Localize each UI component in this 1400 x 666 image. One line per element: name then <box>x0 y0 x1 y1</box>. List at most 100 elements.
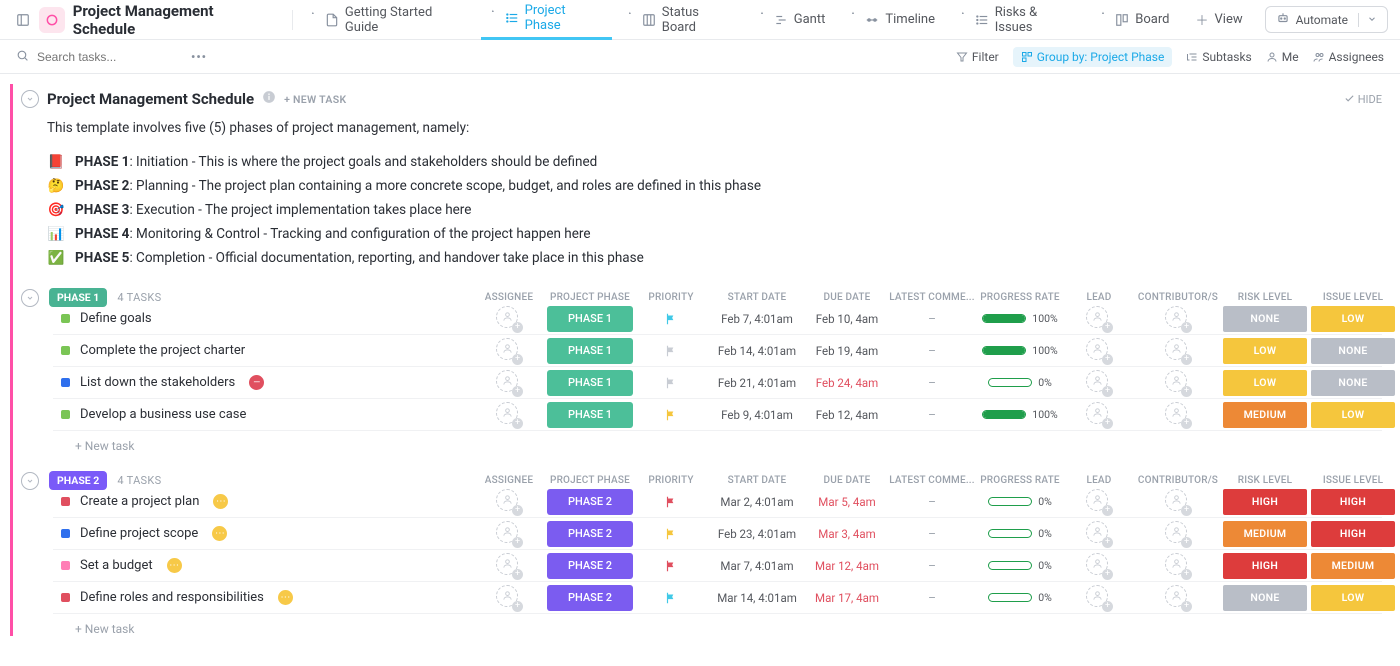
priority-cell[interactable] <box>635 591 707 605</box>
search-input[interactable] <box>37 50 177 64</box>
task-row[interactable]: Develop a business use case+PHASE 1Feb 9… <box>53 399 1382 431</box>
contributors-cell[interactable]: + <box>1135 402 1221 428</box>
assignee-cell[interactable]: + <box>473 553 545 579</box>
status-square-icon[interactable] <box>61 410 70 419</box>
due-date-cell[interactable]: Mar 12, 4am <box>807 559 887 573</box>
column-header[interactable]: ASSIGNEE <box>473 475 545 486</box>
column-header[interactable]: PROJECT PHASE <box>545 475 635 486</box>
column-header[interactable]: PROGRESS RATE <box>977 475 1063 486</box>
view-tab-project-phase[interactable]: Project Phase <box>481 0 612 40</box>
hide-button[interactable]: HIDE <box>1344 93 1382 106</box>
lead-cell[interactable]: + <box>1063 521 1135 547</box>
column-header[interactable]: LEAD <box>1063 292 1135 303</box>
status-square-icon[interactable] <box>61 529 70 538</box>
task-row[interactable]: Complete the project charter+PHASE 1Feb … <box>53 335 1382 367</box>
contributors-cell[interactable]: + <box>1135 338 1221 364</box>
assignee-picker[interactable]: + <box>1165 553 1191 579</box>
start-date-cell[interactable]: Feb 21, 4:01am <box>707 376 807 390</box>
filter-button[interactable]: Filter <box>956 50 999 64</box>
assignee-cell[interactable]: + <box>473 338 545 364</box>
column-header[interactable]: PROJECT PHASE <box>545 292 635 303</box>
me-button[interactable]: Me <box>1266 50 1299 64</box>
assignee-picker[interactable]: + <box>496 338 522 364</box>
comment-cell[interactable]: – <box>887 408 977 422</box>
assignee-picker[interactable]: + <box>1086 521 1112 547</box>
assignee-picker[interactable]: + <box>1086 585 1112 611</box>
status-square-icon[interactable] <box>61 561 70 570</box>
assignee-picker[interactable]: + <box>1086 402 1112 428</box>
assignee-picker[interactable]: + <box>1086 306 1112 332</box>
phase-cell[interactable]: PHASE 2 <box>545 553 635 579</box>
assignee-picker[interactable]: + <box>1165 402 1191 428</box>
risk-cell[interactable]: MEDIUM <box>1221 521 1309 547</box>
chevron-down-icon[interactable] <box>1358 13 1377 27</box>
column-header[interactable]: LEAD <box>1063 475 1135 486</box>
column-header[interactable]: ISSUE LEVEL <box>1309 475 1397 486</box>
due-date-cell[interactable]: Mar 5, 4am <box>807 495 887 509</box>
comment-cell[interactable]: – <box>887 559 977 573</box>
priority-cell[interactable] <box>635 559 707 573</box>
comment-cell[interactable]: – <box>887 495 977 509</box>
project-title[interactable]: Project Management Schedule <box>73 2 275 38</box>
phase-cell[interactable]: PHASE 2 <box>545 489 635 515</box>
column-header[interactable]: START DATE <box>707 475 807 486</box>
phase-badge[interactable]: PHASE 1 <box>49 288 107 307</box>
due-date-cell[interactable]: Mar 3, 4am <box>807 527 887 541</box>
priority-cell[interactable] <box>635 344 707 358</box>
priority-cell[interactable] <box>635 376 707 390</box>
risk-cell[interactable]: MEDIUM <box>1221 402 1309 428</box>
progress-cell[interactable]: 0% <box>977 559 1063 572</box>
progress-cell[interactable]: 100% <box>977 312 1063 325</box>
contributors-cell[interactable]: + <box>1135 521 1221 547</box>
assignee-picker[interactable]: + <box>1086 553 1112 579</box>
comment-cell[interactable]: – <box>887 312 977 326</box>
view-tab-getting-started-guide[interactable]: Getting Started Guide <box>301 0 475 40</box>
column-header[interactable]: ASSIGNEE <box>473 292 545 303</box>
status-square-icon[interactable] <box>61 314 70 323</box>
start-date-cell[interactable]: Mar 14, 4:01am <box>707 591 807 605</box>
assignee-cell[interactable]: + <box>473 521 545 547</box>
column-header[interactable]: PRIORITY <box>635 292 707 303</box>
assignee-cell[interactable]: + <box>473 402 545 428</box>
priority-cell[interactable] <box>635 312 707 326</box>
column-header[interactable]: RISK LEVEL <box>1221 475 1309 486</box>
task-name-cell[interactable]: List down the stakeholders— <box>53 375 473 390</box>
task-name-cell[interactable]: Develop a business use case <box>53 407 473 422</box>
due-date-cell[interactable]: Feb 19, 4am <box>807 344 887 358</box>
assignee-picker[interactable]: + <box>1165 521 1191 547</box>
assignee-cell[interactable]: + <box>473 489 545 515</box>
lead-cell[interactable]: + <box>1063 306 1135 332</box>
assignee-picker[interactable]: + <box>1165 585 1191 611</box>
groupby-pill[interactable]: Group by: Project Phase <box>1013 47 1173 67</box>
phase-cell[interactable]: PHASE 2 <box>545 585 635 611</box>
task-name-cell[interactable]: Create a project plan⋯ <box>53 494 473 509</box>
risk-cell[interactable]: NONE <box>1221 306 1309 332</box>
issue-cell[interactable]: MEDIUM <box>1309 553 1397 579</box>
contributors-cell[interactable]: + <box>1135 585 1221 611</box>
column-header[interactable]: LATEST COMME... <box>887 292 977 303</box>
task-name-cell[interactable]: Complete the project charter <box>53 343 473 358</box>
issue-cell[interactable]: HIGH <box>1309 521 1397 547</box>
group-collapse-icon[interactable] <box>21 472 39 490</box>
issue-cell[interactable]: LOW <box>1309 402 1397 428</box>
column-header[interactable]: PRIORITY <box>635 475 707 486</box>
lead-cell[interactable]: + <box>1063 338 1135 364</box>
view-tab-board[interactable]: Board <box>1091 0 1179 40</box>
assignee-cell[interactable]: + <box>473 585 545 611</box>
task-name-cell[interactable]: Define project scope⋯ <box>53 526 473 541</box>
assignee-picker[interactable]: + <box>496 553 522 579</box>
column-header[interactable]: LATEST COMME... <box>887 475 977 486</box>
assignee-picker[interactable]: + <box>496 306 522 332</box>
column-header[interactable]: CONTRIBUTOR/S <box>1135 292 1221 303</box>
assignee-picker[interactable]: + <box>1165 489 1191 515</box>
task-row[interactable]: Define roles and responsibilities⋯+PHASE… <box>53 582 1382 614</box>
lead-cell[interactable]: + <box>1063 402 1135 428</box>
risk-cell[interactable]: LOW <box>1221 338 1309 364</box>
due-date-cell[interactable]: Feb 24, 4am <box>807 376 887 390</box>
contributors-cell[interactable]: + <box>1135 553 1221 579</box>
start-date-cell[interactable]: Mar 2, 4:01am <box>707 495 807 509</box>
issue-cell[interactable]: LOW <box>1309 585 1397 611</box>
assignee-picker[interactable]: + <box>496 402 522 428</box>
lead-cell[interactable]: + <box>1063 585 1135 611</box>
subtasks-button[interactable]: Subtasks <box>1186 50 1251 64</box>
